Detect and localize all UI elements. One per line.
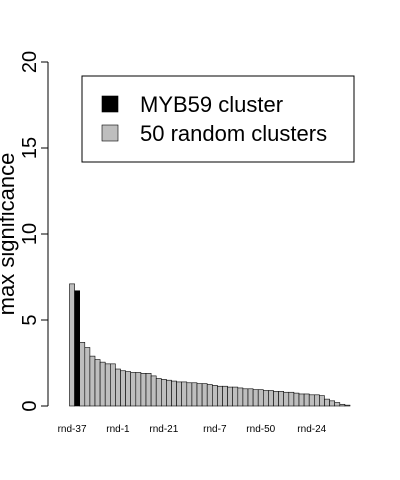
bar-random bbox=[171, 380, 177, 407]
y-axis-label: max significance bbox=[0, 153, 19, 316]
bar-random bbox=[84, 347, 91, 407]
bar-random bbox=[125, 371, 131, 407]
bar-random bbox=[115, 368, 121, 407]
bar-random bbox=[252, 389, 259, 407]
bar-random bbox=[247, 388, 254, 407]
bar-random bbox=[145, 373, 152, 407]
bar-random bbox=[196, 383, 203, 407]
bar-random bbox=[161, 379, 167, 407]
legend-box bbox=[81, 75, 355, 163]
x-tick-label: rnd-1 bbox=[106, 424, 130, 435]
bar-random bbox=[242, 388, 249, 407]
bar-random bbox=[288, 391, 295, 407]
y-tick-label: 20 bbox=[19, 51, 41, 73]
x-tick-label: rnd-7 bbox=[203, 424, 227, 435]
bar-random bbox=[232, 386, 239, 407]
bar-random bbox=[227, 386, 234, 407]
bar-random bbox=[206, 384, 213, 407]
legend-swatch-myb59 bbox=[101, 95, 119, 113]
x-tick-label: rnd-21 bbox=[149, 424, 178, 435]
bar-random bbox=[298, 393, 305, 407]
bar-random bbox=[140, 373, 147, 407]
bar-random bbox=[176, 381, 183, 407]
y-tick-label: 5 bbox=[19, 314, 41, 325]
bar-random bbox=[334, 402, 341, 407]
bar-random bbox=[99, 361, 106, 407]
x-tick-labels: rnd-37 rnd-1 rnd-21 rnd-7 rnd-50 rnd-24 bbox=[58, 424, 327, 435]
bar-random bbox=[324, 398, 330, 407]
bar-random bbox=[313, 394, 320, 407]
bar-random bbox=[293, 392, 300, 407]
bar-random bbox=[79, 342, 86, 407]
bar-random bbox=[135, 372, 142, 407]
bar-random bbox=[155, 378, 162, 407]
bar-random bbox=[222, 385, 228, 407]
bar-random bbox=[339, 403, 346, 407]
bar-random bbox=[110, 363, 116, 407]
bar-random bbox=[268, 390, 274, 407]
bar-random bbox=[191, 382, 198, 407]
bar-random bbox=[262, 390, 269, 407]
bar-random bbox=[283, 391, 290, 407]
y-tick-label: 0 bbox=[19, 400, 41, 411]
bar-random bbox=[319, 395, 325, 407]
legend: MYB59 cluster 50 random clusters bbox=[81, 75, 355, 163]
bar-random bbox=[130, 372, 137, 407]
bar-random bbox=[237, 387, 244, 407]
x-tick-label: rnd-50 bbox=[246, 424, 275, 435]
bar-random bbox=[150, 375, 157, 407]
bars-group bbox=[69, 283, 351, 407]
bar-myb59 bbox=[74, 290, 80, 407]
bar-random bbox=[186, 382, 193, 407]
legend-label-random: 50 random clusters bbox=[140, 121, 327, 146]
bar-random bbox=[89, 355, 96, 407]
bar-random bbox=[273, 391, 279, 407]
bar-random bbox=[120, 370, 126, 407]
bar-random bbox=[212, 385, 218, 407]
y-tick-label: 10 bbox=[19, 223, 41, 245]
bar-random bbox=[308, 394, 315, 407]
bar-random bbox=[201, 383, 208, 407]
bar-random bbox=[166, 379, 172, 407]
bar-random bbox=[217, 385, 223, 407]
y-axis: 0 5 10 15 20 bbox=[19, 51, 49, 412]
legend-label-myb59: MYB59 cluster bbox=[140, 92, 283, 117]
bar-random bbox=[69, 283, 75, 407]
bar-random bbox=[278, 391, 285, 407]
x-tick-label: rnd-24 bbox=[297, 424, 326, 435]
bar-random bbox=[329, 400, 336, 407]
bar-random bbox=[257, 389, 264, 407]
bar-random bbox=[94, 359, 101, 407]
x-tick-label: rnd-37 bbox=[58, 424, 87, 435]
y-tick-label: 15 bbox=[19, 137, 41, 159]
legend-swatch-random bbox=[101, 124, 119, 142]
bar-random bbox=[181, 381, 188, 407]
bar-random bbox=[303, 393, 310, 407]
bar-random bbox=[104, 363, 111, 407]
bar-random bbox=[344, 404, 351, 407]
